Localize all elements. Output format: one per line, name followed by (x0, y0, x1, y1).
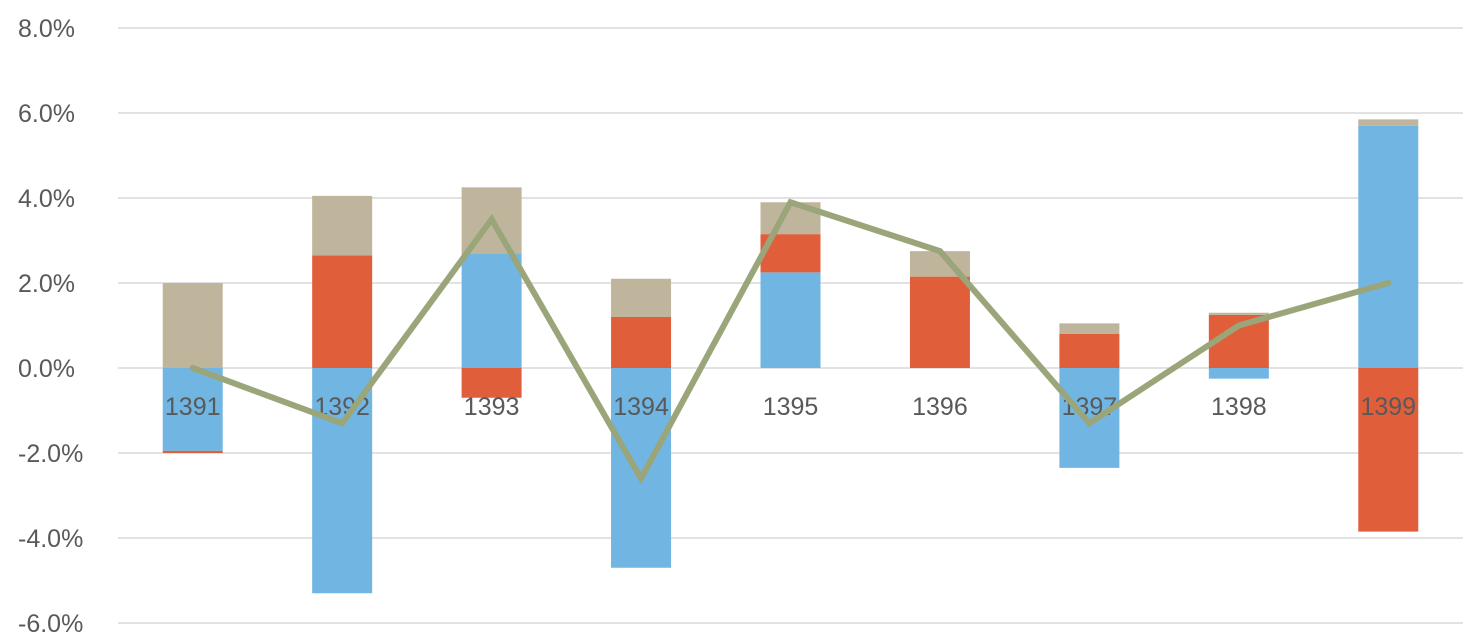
x-tick-label: 1391 (165, 393, 221, 421)
y-tick-label: 8.0% (18, 15, 75, 43)
y-tick-label: 0.0% (18, 355, 75, 383)
x-tick-label: 1394 (613, 393, 669, 421)
x-tick-label: 1399 (1360, 393, 1416, 421)
bar-segment (909, 276, 970, 368)
bar-segment (312, 195, 373, 256)
y-axis-tick-labels: -6.0% -4.0% -2.0% 0.0% 2.0% 4.0% 6.0% 8.0% (18, 15, 83, 633)
bar-segment (162, 450, 223, 453)
stacked-bars (162, 119, 1419, 594)
bar-segment (1059, 368, 1120, 468)
y-tick-label: 2.0% (18, 270, 75, 298)
x-tick-label: 1393 (464, 393, 520, 421)
bar-segment (162, 283, 223, 368)
y-tick-label: -4.0% (18, 525, 83, 553)
y-tick-label: -6.0% (18, 610, 83, 633)
bar-segment (1059, 323, 1120, 334)
x-tick-label: 1398 (1211, 393, 1267, 421)
y-tick-label: 4.0% (18, 185, 75, 213)
bar-segment (1208, 312, 1269, 315)
y-tick-label: 6.0% (18, 100, 75, 128)
bar-segment (611, 317, 672, 368)
bar-segment (1208, 368, 1269, 379)
y-tick-label: -2.0% (18, 440, 83, 468)
line-series (189, 198, 1392, 485)
x-tick-label: 1395 (763, 393, 819, 421)
bar-segment (760, 272, 821, 368)
bar-segment (1059, 334, 1120, 368)
bar-segment (312, 368, 373, 594)
bar-segment (611, 278, 672, 317)
bar-segment (1358, 125, 1419, 368)
x-tick-label: 1396 (912, 393, 968, 421)
bar-segment (1358, 119, 1419, 126)
bar-segment (461, 368, 522, 398)
bar-segment (611, 368, 672, 568)
bar-segment (461, 253, 522, 368)
bar-segment (1358, 368, 1419, 532)
bar-segment (312, 255, 373, 368)
bar-segment (162, 368, 223, 451)
line-series-path (189, 198, 1392, 485)
